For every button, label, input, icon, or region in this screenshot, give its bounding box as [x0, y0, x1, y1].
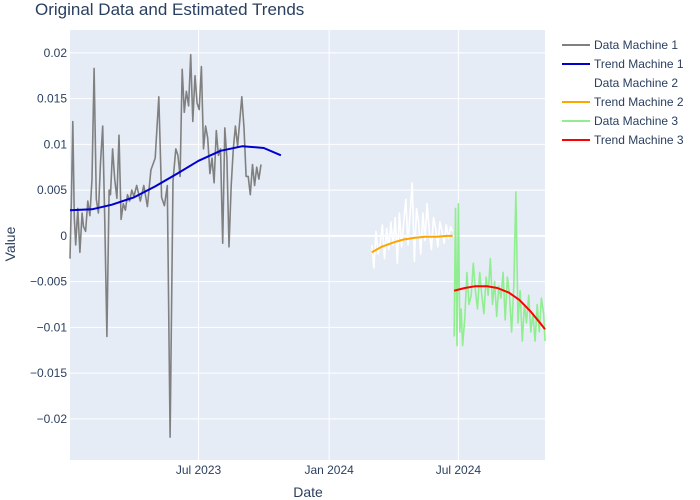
y-axis-label: Value — [2, 226, 18, 261]
legend-item[interactable]: Data Machine 1 — [562, 38, 678, 52]
y-tick-label: −0.015 — [30, 366, 67, 380]
series-line-trend-machine-2 — [371, 234, 453, 254]
x-tick-label: Jul 2024 — [436, 463, 482, 477]
y-tick-label: −0.01 — [37, 320, 68, 334]
legend[interactable]: Data Machine 1 Trend Machine 1 Data Machin… — [562, 38, 684, 147]
legend-label: Trend Machine 3 — [594, 133, 684, 147]
legend-item[interactable]: Trend Machine 3 — [562, 133, 684, 147]
series-line-trend-machine-1 — [69, 145, 282, 212]
y-tick-label: 0.005 — [37, 183, 67, 197]
x-tick-labels: Jul 2023 Jan 2024 Jul 2024 — [176, 463, 482, 477]
y-tick-label: −0.02 — [37, 412, 68, 426]
plot-area — [70, 30, 545, 460]
legend-label: Data Machine 3 — [594, 114, 678, 128]
legend-label: Data Machine 1 — [594, 38, 678, 52]
chart-title: Original Data and Estimated Trends — [35, 0, 304, 19]
y-tick-label: 0.01 — [44, 137, 68, 151]
y-tick-label: −0.005 — [30, 275, 67, 289]
grid-layer — [70, 30, 545, 460]
series-layer — [69, 53, 546, 438]
x-axis-label: Date — [293, 484, 323, 500]
x-tick-label: Jan 2024 — [304, 463, 354, 477]
series-line-trend-machine-3 — [453, 285, 546, 330]
series-line-data-machine-1 — [69, 53, 262, 438]
y-tick-label: 0.015 — [37, 92, 67, 106]
legend-label: Trend Machine 1 — [594, 57, 684, 71]
y-tick-label: 0 — [60, 229, 67, 243]
legend-label: Trend Machine 2 — [594, 95, 684, 109]
legend-item[interactable]: Data Machine 2 — [562, 76, 678, 90]
legend-item[interactable]: Data Machine 3 — [562, 114, 678, 128]
y-tick-labels: 0.02 0.015 0.01 0.005 0 −0.005 −0.01 −0.015 −0.0… — [30, 46, 67, 426]
series-line-data-machine-2 — [371, 182, 454, 269]
series-line-data-machine-3 — [453, 191, 546, 347]
y-tick-label: 0.02 — [44, 46, 68, 60]
legend-label: Data Machine 2 — [594, 76, 678, 90]
legend-item[interactable]: Trend Machine 2 — [562, 95, 684, 109]
legend-item[interactable]: Trend Machine 1 — [562, 57, 684, 71]
x-tick-label: Jul 2023 — [176, 463, 222, 477]
